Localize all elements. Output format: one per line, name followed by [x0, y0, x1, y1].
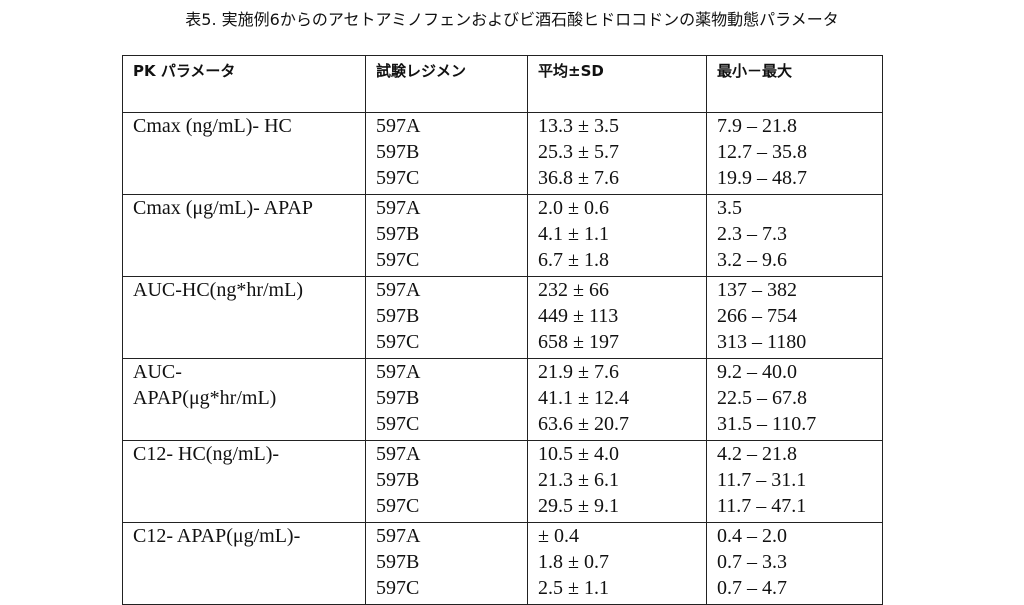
regimen-text: 597C [376, 413, 420, 435]
parameter-text: AUC- [133, 361, 182, 383]
min-max-cell: 7.9 – 21.8 12.7 – 35.8 19.9 – 48.7 [706, 112, 883, 195]
regimen-text: 597B [376, 305, 420, 327]
mean-sd-text: ± 0.4 [538, 525, 579, 547]
mean-sd-text: 4.1 ± 1.1 [538, 223, 609, 245]
parameter-text: Cmax (ng/mL)- HC [133, 115, 292, 137]
min-max-cell: 137 – 382 266 – 754 313 – 1180 [706, 276, 883, 359]
group-row: AUC-HC(ng*hr/mL) 597A 597B 597C 232 ± 66 449 … [122, 276, 883, 359]
regimen-text: 597C [376, 495, 420, 517]
regimen-text: 597B [376, 223, 420, 245]
mean-sd-text: 29.5 ± 9.1 [538, 495, 619, 517]
parameter-text: C12- HC(ng/mL)- [133, 443, 280, 465]
mean-sd-cell: 232 ± 66 449 ± 113 658 ± 197 [527, 276, 707, 359]
mean-sd-text: 41.1 ± 12.4 [538, 387, 629, 409]
regimen-text: 597B [376, 387, 420, 409]
min-max-text: 2.3 – 7.3 [717, 223, 787, 245]
parameter-cell: AUC- APAP(μg*hr/mL) [122, 358, 366, 441]
parameter-cell: Cmax (ng/mL)- HC [122, 112, 366, 195]
min-max-text: 12.7 – 35.8 [717, 141, 807, 163]
parameter-cell: AUC-HC(ng*hr/mL) [122, 276, 366, 359]
regimen-text: 597C [376, 331, 420, 353]
min-max-text: 7.9 – 21.8 [717, 115, 797, 137]
regimen-text: 597A [376, 197, 421, 219]
regimen-text: 597C [376, 577, 420, 599]
regimen-cell: 597A 597B 597C [365, 276, 528, 359]
parameter-cell: Cmax (μg/mL)- APAP [122, 194, 366, 277]
min-max-text: 31.5 – 110.7 [717, 413, 817, 435]
min-max-text: 11.7 – 47.1 [717, 495, 807, 517]
min-max-text: 22.5 – 67.8 [717, 387, 807, 409]
regimen-cell: 597A 597B 597C [365, 358, 528, 441]
min-max-cell: 4.2 – 21.8 11.7 – 31.1 11.7 – 47.1 [706, 440, 883, 523]
mean-sd-text: 449 ± 113 [538, 305, 619, 327]
regimen-text: 597A [376, 361, 421, 383]
parameter-text: Cmax (μg/mL)- APAP [133, 197, 313, 219]
header-cell: 最小－最大 [706, 55, 883, 113]
mean-sd-cell: 2.0 ± 0.6 4.1 ± 1.1 6.7 ± 1.8 [527, 194, 707, 277]
mean-sd-text: 21.9 ± 7.6 [538, 361, 619, 383]
mean-sd-text: 10.5 ± 4.0 [538, 443, 619, 465]
min-max-text: 4.2 – 21.8 [717, 443, 797, 465]
mean-sd-text: 658 ± 197 [538, 331, 619, 353]
header-cell: 試験レジメン [365, 55, 528, 113]
mean-sd-text: 6.7 ± 1.8 [538, 249, 609, 271]
min-max-text: 11.7 – 31.1 [717, 469, 807, 491]
parameter-text: APAP(μg*hr/mL) [133, 387, 277, 409]
regimen-cell: 597A 597B 597C [365, 522, 528, 605]
group-row: C12- HC(ng/mL)- 597A 597B 597C 10.5 ± 4.0 21.… [122, 440, 883, 523]
regimen-text: 597A [376, 279, 421, 301]
mean-sd-text: 2.0 ± 0.6 [538, 197, 609, 219]
header-cell: PK パラメータ [122, 55, 366, 113]
min-max-text: 137 – 382 [717, 279, 797, 301]
min-max-text: 313 – 1180 [717, 331, 807, 353]
header-row: PK パラメータ 試験レジメン 平均±SD 最小－最大 [122, 55, 883, 113]
min-max-text: 19.9 – 48.7 [717, 167, 807, 189]
mean-sd-cell: 21.9 ± 7.6 41.1 ± 12.4 63.6 ± 20.7 [527, 358, 707, 441]
mean-sd-text: 63.6 ± 20.7 [538, 413, 629, 435]
mean-sd-text: 21.3 ± 6.1 [538, 469, 619, 491]
regimen-text: 597A [376, 443, 421, 465]
mean-sd-text: 13.3 ± 3.5 [538, 115, 619, 137]
regimen-cell: 597A 597B 597C [365, 194, 528, 277]
group-row: C12- APAP(μg/mL)- 597A 597B 597C ± 0.4 1.8 ± … [122, 522, 883, 605]
mean-sd-text: 25.3 ± 5.7 [538, 141, 619, 163]
pk-table: PK パラメータ 試験レジメン 平均±SD 最小－最大 Cmax (ng/mL)- HC… [122, 55, 883, 605]
min-max-text: 266 – 754 [717, 305, 797, 327]
regimen-text: 597B [376, 141, 420, 163]
parameter-text: AUC-HC(ng*hr/mL) [133, 279, 303, 301]
mean-sd-text: 232 ± 66 [538, 279, 609, 301]
regimen-cell: 597A 597B 597C [365, 112, 528, 195]
table-title: 表5. 実施例6からのアセトアミノフェンおよびビ酒石酸ヒドロコドンの薬物動態パラ… [185, 10, 839, 29]
regimen-cell: 597A 597B 597C [365, 440, 528, 523]
parameter-cell: C12- HC(ng/mL)- [122, 440, 366, 523]
min-max-cell: 3.5 2.3 – 7.3 3.2 – 9.6 [706, 194, 883, 277]
min-max-cell: 0.4 – 2.0 0.7 – 3.3 0.7 – 4.7 [706, 522, 883, 605]
min-max-text: 9.2 – 40.0 [717, 361, 797, 383]
regimen-text: 597B [376, 551, 420, 573]
header-cell: 平均±SD [527, 55, 707, 113]
mean-sd-text: 2.5 ± 1.1 [538, 577, 609, 599]
min-max-text: 3.2 – 9.6 [717, 249, 787, 271]
mean-sd-text: 36.8 ± 7.6 [538, 167, 619, 189]
group-row: Cmax (μg/mL)- APAP 597A 597B 597C 2.0 ± 0.6 4… [122, 194, 883, 277]
min-max-text: 0.4 – 2.0 [717, 525, 787, 547]
group-row: Cmax (ng/mL)- HC 597A 597B 597C 13.3 ± 3.5 25… [122, 112, 883, 195]
regimen-text: 597C [376, 249, 420, 271]
parameter-cell: C12- APAP(μg/mL)- [122, 522, 366, 605]
regimen-text: 597A [376, 115, 421, 137]
mean-sd-cell: ± 0.4 1.8 ± 0.7 2.5 ± 1.1 [527, 522, 707, 605]
min-max-text: 0.7 – 4.7 [717, 577, 787, 599]
mean-sd-cell: 10.5 ± 4.0 21.3 ± 6.1 29.5 ± 9.1 [527, 440, 707, 523]
parameter-text: C12- APAP(μg/mL)- [133, 525, 301, 547]
group-row: AUC- APAP(μg*hr/mL) 597A 597B 597C 21.9 ± 7.6… [122, 358, 883, 441]
mean-sd-cell: 13.3 ± 3.5 25.3 ± 5.7 36.8 ± 7.6 [527, 112, 707, 195]
min-max-text: 0.7 – 3.3 [717, 551, 787, 573]
regimen-text: 597C [376, 167, 420, 189]
mean-sd-text: 1.8 ± 0.7 [538, 551, 609, 573]
regimen-text: 597A [376, 525, 421, 547]
regimen-text: 597B [376, 469, 420, 491]
min-max-text: 3.5 [717, 197, 742, 219]
min-max-cell: 9.2 – 40.0 22.5 – 67.8 31.5 – 110.7 [706, 358, 883, 441]
